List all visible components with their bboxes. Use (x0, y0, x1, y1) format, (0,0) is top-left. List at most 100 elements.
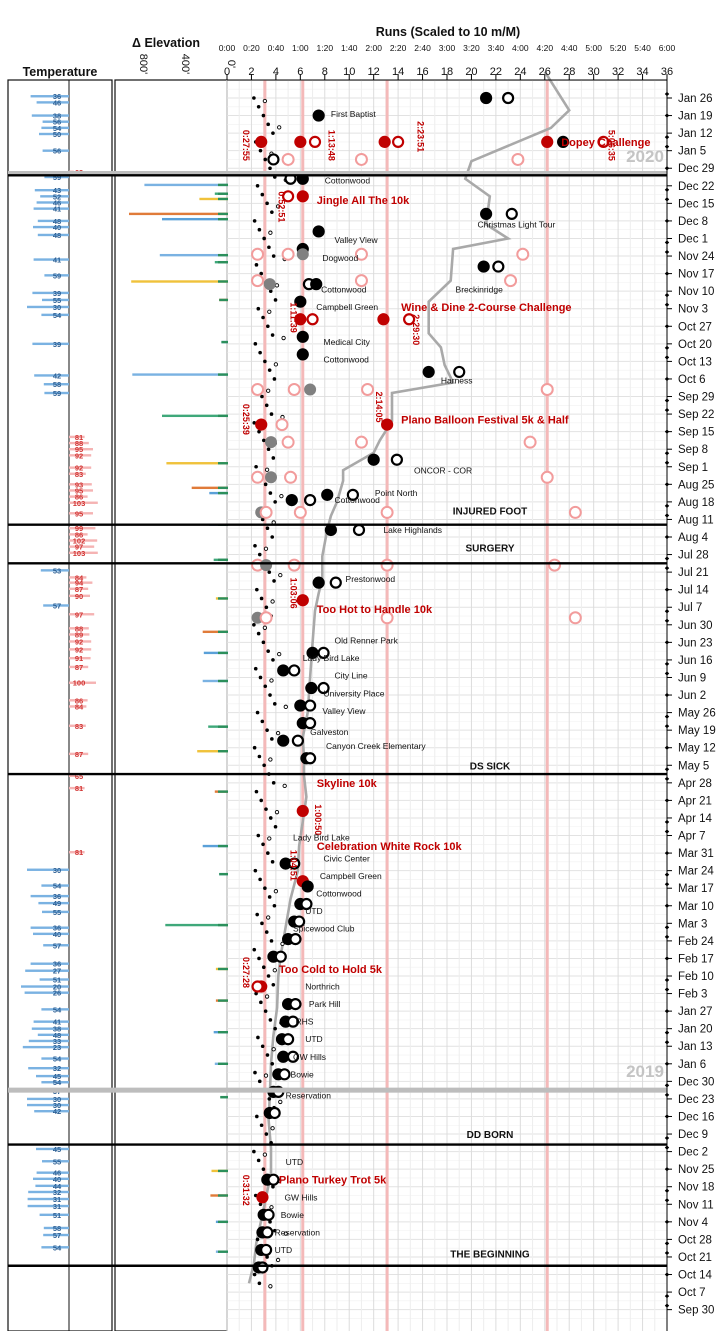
date-label: Mar 24 (678, 866, 714, 878)
axis-marker (664, 671, 670, 676)
date-label: Aug 18 (678, 497, 714, 509)
location-label: Cottonwood (324, 355, 370, 365)
axis-marker (664, 249, 670, 255)
temperature-label: 88 (75, 439, 83, 448)
temperature-label: 91 (75, 654, 83, 663)
temperature-label: 103 (73, 499, 86, 508)
elevation-bar (131, 280, 228, 283)
elevation-bar-tip (218, 486, 228, 490)
race-time-label: 0:52:51 (276, 191, 286, 222)
x-tick-time-label: 3:00 (439, 43, 456, 53)
temperature-label: 92 (75, 637, 83, 646)
axis-marker (664, 882, 670, 887)
short-run-dot (252, 745, 257, 750)
short-run-dot (255, 1237, 260, 1242)
temperature-bar (41, 1008, 69, 1011)
temperature-bar (69, 627, 89, 630)
short-run-dot-open (273, 362, 279, 367)
short-run-dot (267, 245, 271, 250)
temperature-label: 32 (53, 1188, 61, 1197)
axis-marker (664, 1250, 670, 1256)
short-run-dot (273, 500, 277, 504)
temperature-label: 55 (53, 296, 61, 305)
reference-lines (263, 80, 549, 1331)
temperature-bar (31, 1027, 69, 1030)
temperature-bar (30, 894, 70, 898)
temperature-label: 93 (75, 480, 83, 489)
date-label: Jan 12 (678, 128, 713, 140)
short-run-dot (258, 675, 263, 680)
short-run-dot-open (267, 309, 272, 314)
run-marker (381, 418, 394, 431)
run-marker (296, 330, 309, 343)
location-label: City Line (335, 671, 368, 681)
short-run-dot (271, 658, 275, 662)
temperature-bar (69, 656, 91, 660)
elevation-bar-tip (218, 597, 228, 600)
date-label: Dec 29 (678, 163, 714, 175)
date-label: Sep 15 (678, 427, 714, 439)
short-run-dot-open (282, 783, 287, 788)
axis-marker (664, 714, 670, 719)
run-marker (267, 153, 280, 166)
x-tick-time-label: 2:20 (390, 43, 407, 53)
axis-marker (664, 1198, 670, 1203)
axis-marker (664, 429, 670, 434)
run-marker (492, 260, 505, 273)
chart-title: Runs (Scaled to 10 m/M) (376, 25, 520, 39)
run-marker (422, 365, 435, 379)
run-marker (541, 135, 554, 148)
x-tick-time-label: 1:00 (292, 43, 309, 53)
temperature-bar (69, 594, 90, 598)
elevation-bar (199, 197, 228, 201)
temperature-bar (36, 1147, 69, 1151)
temperature-label: 26 (53, 989, 61, 998)
short-run-dot (263, 684, 268, 689)
temperature-label: 86 (75, 493, 83, 502)
short-run-dot-open (283, 1231, 288, 1236)
run-marker (477, 260, 490, 273)
x-tick-mile-label: 14 (392, 66, 404, 78)
temperature-label: 99 (75, 524, 83, 533)
location-label: ONCOR - COR (414, 465, 472, 475)
short-run-dot (257, 552, 262, 557)
temperature-bar (36, 101, 69, 104)
temperature-bar (27, 1097, 69, 1101)
temperature-bar (69, 448, 93, 451)
temperature-label: 54 (53, 882, 62, 891)
temperature-label: 51 (53, 976, 61, 985)
year-label: 2020 (626, 147, 664, 166)
location-label: Civic Center (324, 853, 370, 863)
location-label: Valley View (335, 235, 379, 245)
temperature-bar (27, 868, 69, 871)
short-run-dot (256, 833, 261, 838)
year-separator (8, 1087, 667, 1093)
location-label: Breckinridge (456, 284, 504, 294)
axis-marker (664, 398, 670, 403)
axis-marker (664, 534, 670, 540)
temperature-bar (27, 1103, 69, 1107)
temperature-label: 36 (53, 924, 61, 933)
temperature-bar (69, 466, 92, 469)
axis-marker (664, 144, 670, 149)
location-label: Lake Highlands (383, 525, 442, 535)
axis-marker (664, 218, 670, 224)
location-label: Canyon Creek Elementary (326, 741, 426, 751)
temperature-label: 45 (53, 1145, 61, 1154)
date-label: Sep 22 (678, 409, 714, 421)
temperature-label: 48 (53, 1031, 61, 1040)
race-time-label: 0:27:55 (241, 130, 251, 161)
temperature-label: 94 (75, 579, 84, 588)
short-run-dot-open (278, 1099, 283, 1105)
run-marker (392, 135, 405, 148)
temperature-bar (39, 1213, 69, 1217)
run-marker (453, 365, 466, 379)
date-label: Oct 27 (678, 321, 712, 333)
axis-marker (664, 1008, 670, 1014)
temperature-bar (27, 1204, 70, 1208)
short-run-dot-open (280, 941, 285, 947)
short-run-dot (267, 1097, 272, 1101)
location-label: Old Renner Park (335, 636, 399, 646)
run-marker (260, 559, 273, 572)
run-marker (259, 505, 273, 519)
